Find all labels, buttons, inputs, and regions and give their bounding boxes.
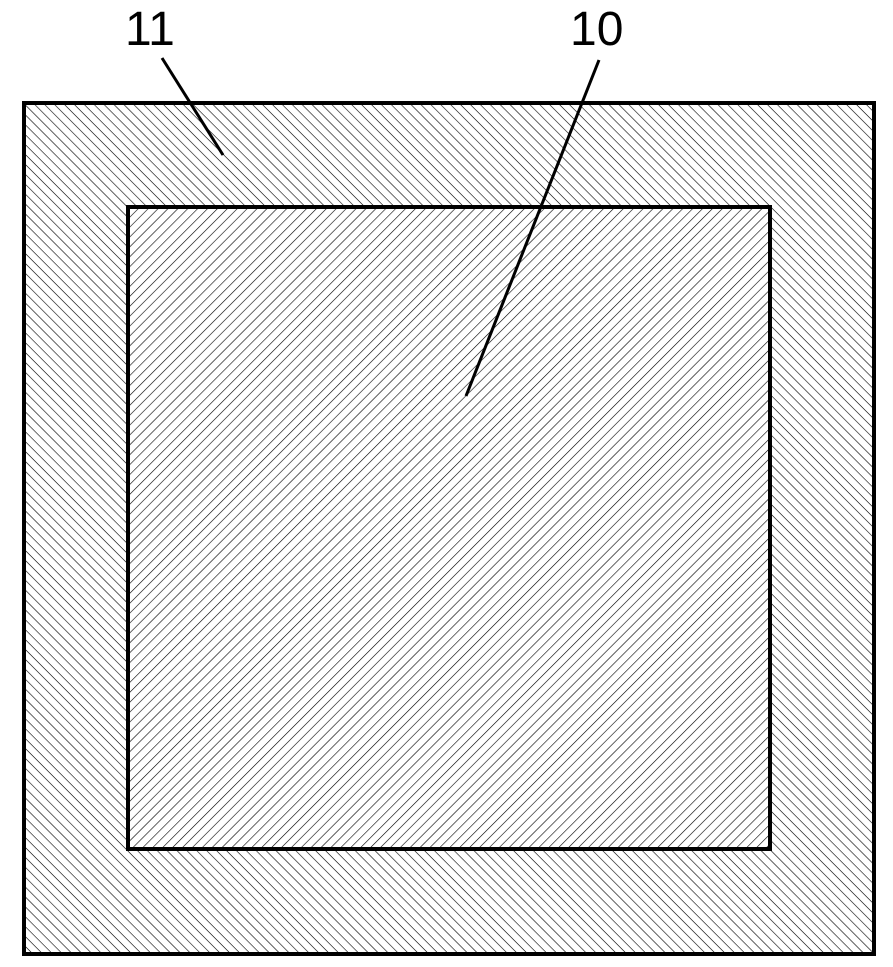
inner-region (128, 207, 770, 849)
diagram-svg (0, 0, 893, 967)
